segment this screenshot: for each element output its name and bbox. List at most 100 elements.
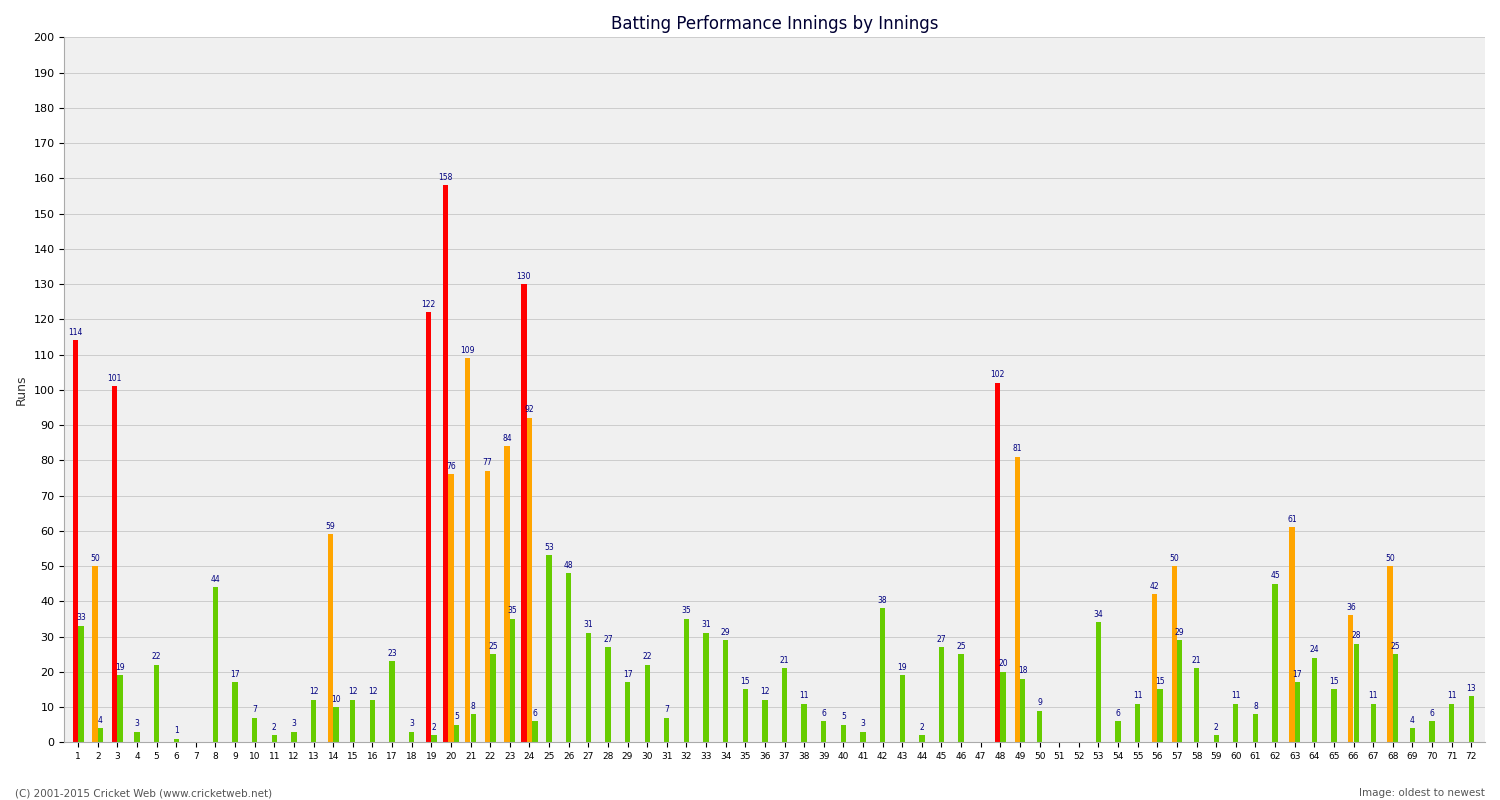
Bar [939,647,944,742]
Bar [1332,690,1336,742]
Text: 35: 35 [681,606,692,615]
Text: 29: 29 [722,627,730,637]
Bar [1036,710,1042,742]
Bar [1158,690,1162,742]
Bar [1311,658,1317,742]
Bar [546,555,552,742]
Bar [1388,566,1392,742]
Bar [465,358,471,742]
Text: 81: 81 [1013,444,1022,454]
Text: 11: 11 [800,691,808,700]
Title: Batting Performance Innings by Innings: Batting Performance Innings by Innings [610,15,939,33]
Bar [522,284,526,742]
Text: 3: 3 [861,719,865,728]
Text: 12: 12 [348,687,357,697]
Text: 17: 17 [622,670,633,679]
Text: 77: 77 [483,458,492,467]
Text: 33: 33 [76,614,86,622]
Bar [154,665,159,742]
Text: 28: 28 [1352,631,1360,640]
Text: 35: 35 [507,606,518,615]
Bar [626,682,630,742]
Text: 122: 122 [422,300,435,309]
Text: 11: 11 [1448,691,1456,700]
Text: 12: 12 [368,687,376,697]
Bar [1272,584,1278,742]
Text: 2: 2 [920,722,924,732]
Text: 102: 102 [990,370,1005,379]
Bar [350,700,355,742]
Text: 23: 23 [387,649,398,658]
Bar [510,619,515,742]
Bar [1468,697,1474,742]
Bar [994,382,1000,742]
Bar [442,186,448,742]
Bar [98,728,104,742]
Bar [112,386,117,742]
Text: 20: 20 [999,659,1008,668]
Bar [1449,703,1455,742]
Text: 42: 42 [1150,582,1160,590]
Bar [410,732,414,742]
Bar [78,626,84,742]
Text: 3: 3 [410,719,414,728]
Bar [484,471,490,742]
Bar [135,732,140,742]
Text: 5: 5 [842,712,846,721]
Text: 6: 6 [1430,709,1434,718]
Text: 12: 12 [760,687,770,697]
Bar [1014,457,1020,742]
Bar [645,665,650,742]
Bar [471,714,476,742]
Bar [1152,594,1156,742]
Text: 158: 158 [438,173,453,182]
Bar [704,633,708,742]
Bar [1290,527,1294,742]
Text: 2: 2 [272,722,276,732]
Bar [684,619,688,742]
Bar [1020,679,1026,742]
Bar [920,735,924,742]
Text: 5: 5 [454,712,459,721]
Text: 31: 31 [700,621,711,630]
Text: 24: 24 [1310,645,1318,654]
Bar [723,640,729,742]
Bar [1348,615,1353,742]
Bar [585,633,591,742]
Bar [390,662,394,742]
Bar [840,725,846,742]
Bar [762,700,768,742]
Text: 2: 2 [1214,722,1218,732]
Bar [664,718,669,742]
Text: 15: 15 [1329,677,1338,686]
Bar [782,668,788,742]
Text: 27: 27 [936,634,946,643]
Bar [900,675,904,742]
Bar [370,700,375,742]
Text: 21: 21 [1192,656,1202,665]
Text: 18: 18 [1019,666,1028,675]
Bar [1252,714,1258,742]
Text: 101: 101 [108,374,122,382]
Text: 21: 21 [780,656,789,665]
Text: 59: 59 [326,522,336,530]
Text: 2: 2 [432,722,436,732]
Bar [1410,728,1414,742]
Bar [252,718,258,742]
Text: 15: 15 [741,677,750,686]
Text: 44: 44 [210,574,220,584]
Text: 53: 53 [544,543,554,552]
Bar [117,675,123,742]
Text: 7: 7 [252,705,257,714]
Bar [1178,640,1182,742]
Text: 29: 29 [1174,627,1185,637]
Bar [1116,721,1120,742]
Text: 11: 11 [1368,691,1378,700]
Text: 4: 4 [1410,716,1414,725]
Bar [232,682,238,742]
Text: 45: 45 [1270,571,1280,580]
Text: 76: 76 [446,462,456,471]
Text: 38: 38 [878,596,888,605]
Bar [174,738,178,742]
Text: 114: 114 [68,328,82,337]
